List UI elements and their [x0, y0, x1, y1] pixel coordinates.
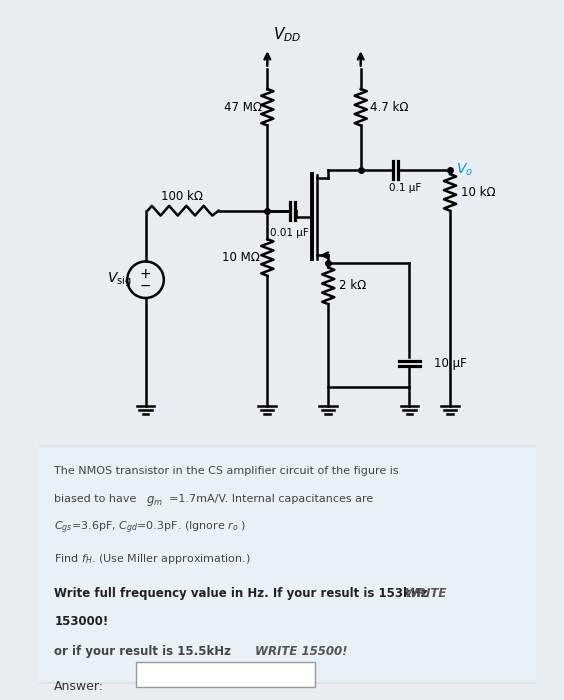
Text: 0.01 μF: 0.01 μF: [270, 228, 309, 238]
Text: +: +: [140, 267, 151, 281]
Text: 47 MΩ: 47 MΩ: [224, 101, 262, 113]
Text: WRITE 15500!: WRITE 15500!: [255, 645, 348, 658]
Text: 10 MΩ: 10 MΩ: [222, 251, 260, 264]
Text: WRITE: WRITE: [404, 587, 447, 600]
Text: $g_m$: $g_m$: [146, 494, 163, 508]
FancyBboxPatch shape: [136, 662, 315, 687]
Text: =1.7mA/V. Internal capacitances are: =1.7mA/V. Internal capacitances are: [169, 494, 373, 504]
Text: $V_{\rm sig}$: $V_{\rm sig}$: [107, 271, 131, 289]
Text: 153000!: 153000!: [54, 615, 109, 628]
Text: or if your result is 15.5kHz: or if your result is 15.5kHz: [54, 645, 236, 658]
Text: 0.1 μF: 0.1 μF: [389, 183, 421, 193]
Text: −: −: [140, 279, 151, 293]
Text: 100 kΩ: 100 kΩ: [161, 190, 203, 203]
Text: Find $f_H$. (Use Miller approximation.): Find $f_H$. (Use Miller approximation.): [54, 552, 251, 566]
Text: $V_{DD}$: $V_{DD}$: [274, 25, 302, 44]
Text: 4.7 kΩ: 4.7 kΩ: [370, 101, 408, 113]
Text: 10 μF: 10 μF: [434, 357, 466, 370]
Text: $C_{gs}$=3.6pF, $C_{gd}$=0.3pF. (Ignore $r_o$ ): $C_{gs}$=3.6pF, $C_{gd}$=0.3pF. (Ignore …: [54, 519, 246, 536]
Text: $V_o$: $V_o$: [456, 162, 473, 178]
Text: biased to have: biased to have: [54, 494, 140, 504]
Text: Write full frequency value in Hz. If your result is 153kHz: Write full frequency value in Hz. If you…: [54, 587, 432, 600]
Text: The NMOS transistor in the CS amplifier circuit of the figure is: The NMOS transistor in the CS amplifier …: [54, 466, 399, 476]
Text: 10 kΩ: 10 kΩ: [461, 186, 496, 199]
FancyBboxPatch shape: [34, 446, 541, 683]
Text: 2 kΩ: 2 kΩ: [339, 279, 366, 293]
Text: Answer:: Answer:: [54, 680, 104, 694]
